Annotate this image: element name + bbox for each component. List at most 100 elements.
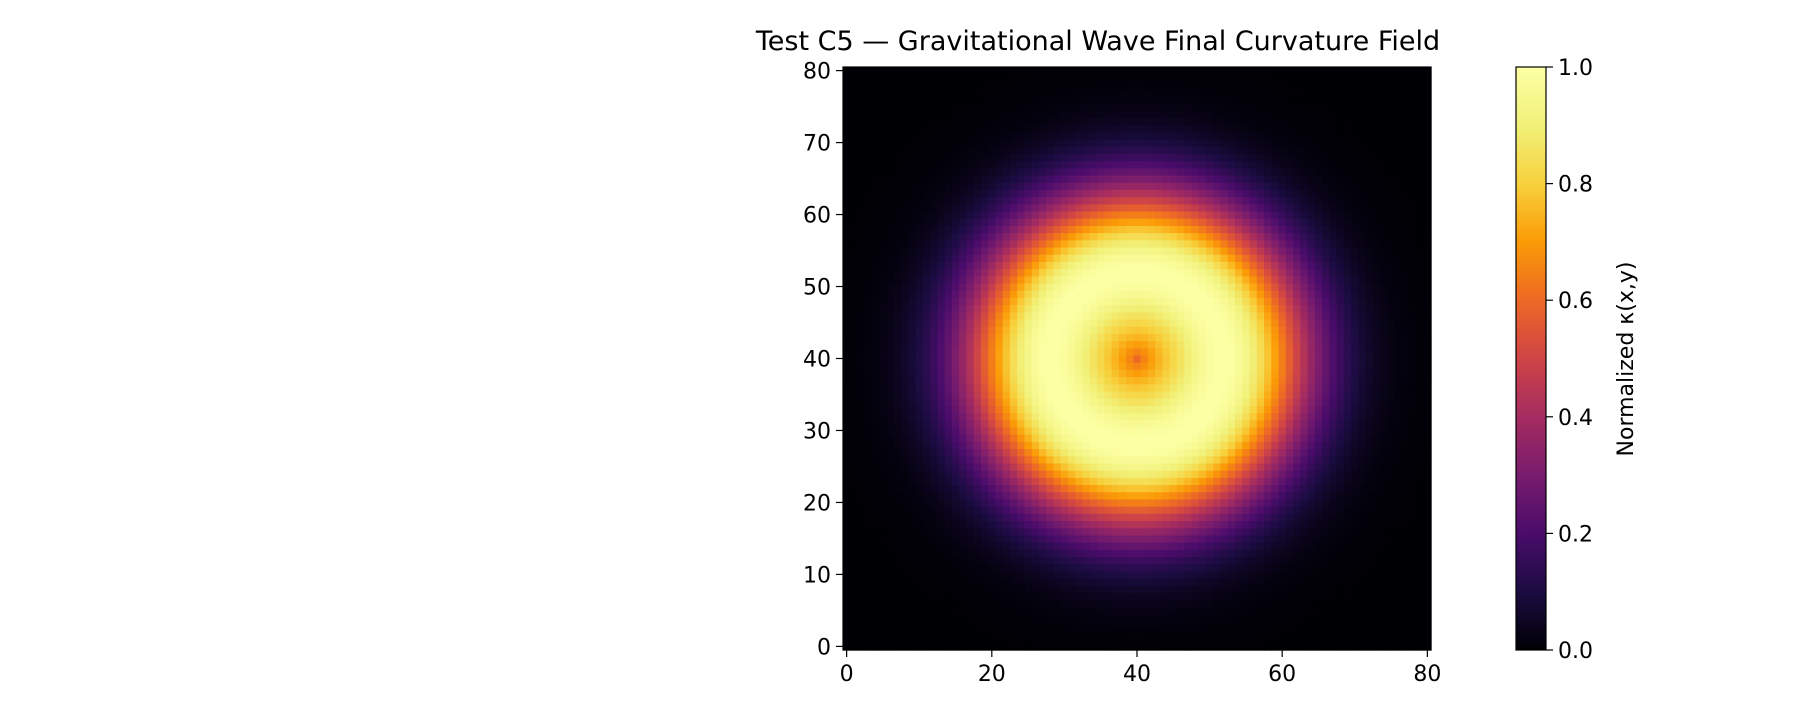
heatmap-cell bbox=[1111, 621, 1120, 630]
heatmap-cell bbox=[1242, 369, 1251, 378]
heatmap-cell bbox=[980, 275, 989, 284]
heatmap-cell bbox=[1205, 354, 1214, 363]
heatmap-cell bbox=[930, 448, 938, 457]
heatmap-cell bbox=[1256, 542, 1265, 550]
heatmap-cell bbox=[1242, 599, 1251, 608]
heatmap-cell bbox=[1293, 232, 1301, 241]
heatmap-cell bbox=[1089, 282, 1098, 291]
heatmap-cell bbox=[988, 340, 997, 349]
heatmap-cell bbox=[1293, 268, 1301, 277]
heatmap-cell bbox=[980, 542, 989, 550]
heatmap-cell bbox=[988, 441, 997, 450]
heatmap-cell bbox=[1198, 398, 1207, 406]
heatmap-cell bbox=[1358, 542, 1367, 550]
heatmap-cell bbox=[1118, 642, 1127, 651]
heatmap-cell bbox=[1002, 268, 1011, 277]
heatmap-cell bbox=[1039, 599, 1047, 608]
heatmap-cell bbox=[1220, 232, 1229, 241]
heatmap-cell bbox=[893, 390, 902, 399]
heatmap-cell bbox=[995, 462, 1004, 471]
heatmap-cell bbox=[1104, 362, 1113, 370]
heatmap-cell bbox=[1264, 599, 1272, 608]
heatmap-cell bbox=[1387, 405, 1396, 414]
heatmap-cell bbox=[1293, 390, 1301, 399]
heatmap-cell bbox=[1024, 563, 1033, 572]
heatmap-cell bbox=[1053, 614, 1062, 622]
heatmap-cell bbox=[1351, 542, 1360, 550]
heatmap-cell bbox=[1184, 642, 1193, 651]
heatmap-cell bbox=[1387, 542, 1396, 550]
heatmap-cell bbox=[1205, 434, 1214, 442]
heatmap-cell bbox=[1329, 290, 1338, 298]
heatmap-cell bbox=[1380, 606, 1389, 615]
heatmap-cell bbox=[1017, 621, 1026, 630]
heatmap-cell bbox=[1394, 642, 1403, 651]
heatmap-cell bbox=[1075, 225, 1084, 234]
heatmap-cell bbox=[893, 210, 902, 219]
heatmap-cell bbox=[1017, 513, 1026, 522]
heatmap-cell bbox=[1423, 304, 1432, 313]
heatmap-cell bbox=[1213, 282, 1222, 291]
heatmap-cell bbox=[1024, 297, 1033, 306]
heatmap-cell bbox=[1118, 246, 1127, 255]
heatmap-cell bbox=[1075, 462, 1084, 471]
heatmap-cell bbox=[1307, 340, 1316, 349]
heatmap-cell bbox=[1118, 614, 1127, 622]
heatmap-cell bbox=[1198, 304, 1207, 313]
heatmap-cell bbox=[1198, 426, 1207, 435]
heatmap-cell bbox=[951, 218, 960, 226]
heatmap-cell bbox=[1017, 369, 1026, 378]
heatmap-cell bbox=[901, 498, 909, 507]
heatmap-cell bbox=[1031, 441, 1040, 450]
heatmap-cell bbox=[988, 210, 997, 219]
heatmap-cell bbox=[857, 599, 866, 608]
heatmap-cell bbox=[1191, 398, 1200, 406]
heatmap-cell bbox=[1053, 203, 1062, 212]
heatmap-cell bbox=[1220, 635, 1229, 644]
heatmap-cell bbox=[988, 491, 997, 500]
heatmap-cell bbox=[1307, 614, 1316, 622]
heatmap-cell bbox=[1380, 470, 1389, 478]
heatmap-cell bbox=[1097, 534, 1105, 543]
heatmap-cell bbox=[1176, 369, 1185, 378]
heatmap-cell bbox=[1082, 498, 1091, 507]
heatmap-cell bbox=[1271, 362, 1280, 370]
heatmap-cell bbox=[973, 362, 982, 370]
heatmap-cell bbox=[1409, 275, 1418, 284]
heatmap-cell bbox=[959, 419, 968, 428]
heatmap-cell bbox=[988, 390, 997, 399]
heatmap-cell bbox=[995, 585, 1004, 594]
heatmap-cell bbox=[1416, 470, 1425, 478]
heatmap-cell bbox=[1046, 297, 1055, 306]
heatmap-cell bbox=[1155, 570, 1164, 579]
heatmap-cell bbox=[1017, 326, 1026, 334]
heatmap-cell bbox=[1271, 513, 1280, 522]
heatmap-cell bbox=[1242, 542, 1251, 550]
heatmap-cell bbox=[1220, 225, 1229, 234]
heatmap-cell bbox=[1075, 506, 1084, 514]
heatmap-cell bbox=[1300, 419, 1309, 428]
heatmap-cell bbox=[850, 218, 859, 226]
heatmap-cell bbox=[1046, 369, 1055, 378]
heatmap-cell bbox=[1213, 549, 1222, 558]
heatmap-cell bbox=[1017, 520, 1026, 529]
heatmap-cell bbox=[1220, 642, 1229, 651]
heatmap-cell bbox=[1220, 275, 1229, 284]
heatmap-cell bbox=[1220, 297, 1229, 306]
heatmap-cell bbox=[908, 621, 917, 630]
heatmap-cell bbox=[1118, 354, 1127, 363]
heatmap-cell bbox=[1002, 570, 1011, 579]
heatmap-cell bbox=[1140, 635, 1149, 644]
heatmap-cell bbox=[1147, 405, 1156, 414]
heatmap-cell bbox=[1111, 362, 1120, 370]
heatmap-cell bbox=[1387, 290, 1396, 298]
heatmap-cell bbox=[1380, 290, 1389, 298]
heatmap-cell bbox=[1118, 578, 1127, 586]
heatmap-cell bbox=[1329, 448, 1338, 457]
heatmap-cell bbox=[995, 282, 1004, 291]
heatmap-cell bbox=[1416, 282, 1425, 291]
heatmap-cell bbox=[1416, 232, 1425, 241]
heatmap-cell bbox=[1002, 290, 1011, 298]
heatmap-cell bbox=[1380, 354, 1389, 363]
heatmap-cell bbox=[944, 412, 953, 421]
